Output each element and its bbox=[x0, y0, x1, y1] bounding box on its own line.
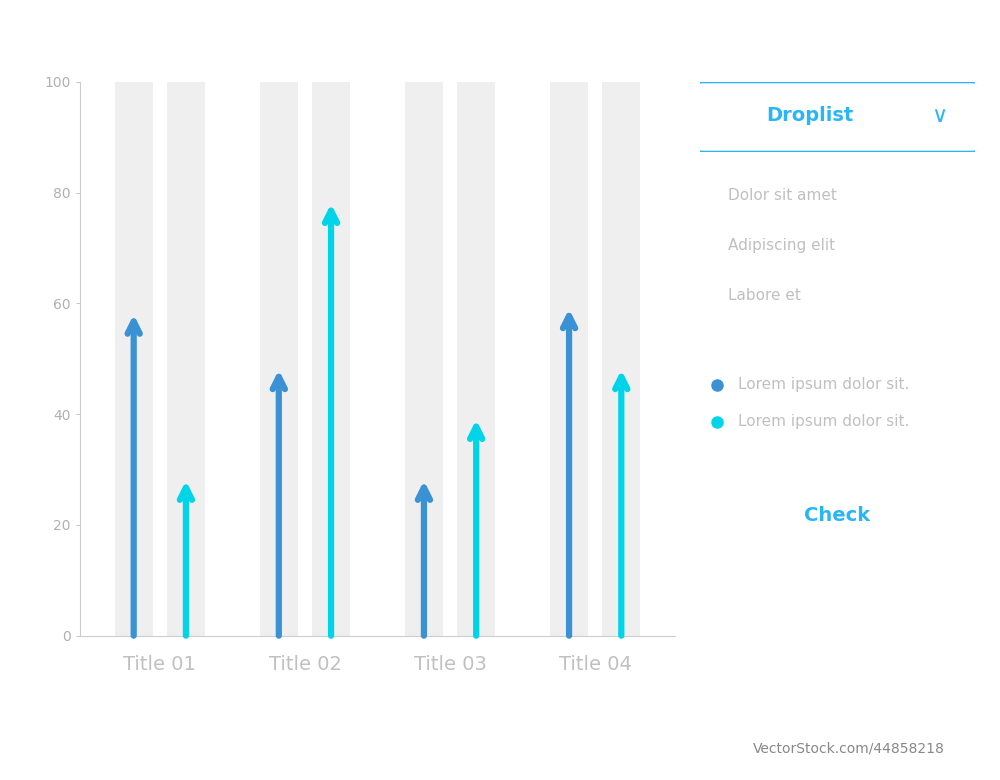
Text: ∨: ∨ bbox=[931, 105, 947, 126]
Bar bbox=[260, 82, 298, 636]
Text: Check: Check bbox=[804, 506, 871, 525]
FancyBboxPatch shape bbox=[692, 151, 983, 341]
Text: VectorStock.com/44858218: VectorStock.com/44858218 bbox=[753, 742, 945, 756]
Bar bbox=[405, 82, 443, 636]
Bar bbox=[312, 82, 350, 636]
Text: Adipiscing elit: Adipiscing elit bbox=[728, 238, 835, 254]
FancyBboxPatch shape bbox=[689, 82, 986, 152]
Bar bbox=[602, 82, 640, 636]
Text: Lorem ipsum dolor sit.: Lorem ipsum dolor sit. bbox=[738, 378, 910, 392]
Bar bbox=[167, 82, 205, 636]
Bar bbox=[550, 82, 588, 636]
Text: Lorem ipsum dolor sit.: Lorem ipsum dolor sit. bbox=[738, 414, 910, 430]
Bar bbox=[115, 82, 153, 636]
FancyBboxPatch shape bbox=[689, 477, 986, 556]
Bar bbox=[457, 82, 495, 636]
Text: VectorStock®: VectorStock® bbox=[55, 739, 195, 758]
Text: Dolor sit amet: Dolor sit amet bbox=[728, 188, 836, 203]
Text: Droplist: Droplist bbox=[766, 106, 854, 125]
Text: Labore et: Labore et bbox=[728, 289, 800, 303]
